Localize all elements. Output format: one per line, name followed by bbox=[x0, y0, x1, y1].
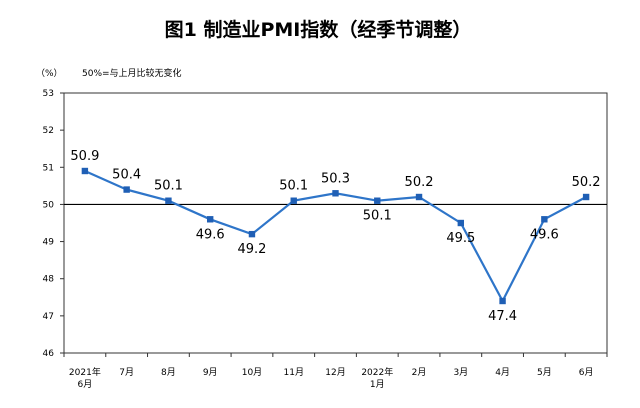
x-tick-label: 2021年 bbox=[69, 366, 101, 378]
x-tick-label: 9月 bbox=[203, 367, 218, 378]
x-tick-label: 6月 bbox=[579, 367, 594, 378]
data-point-marker bbox=[415, 193, 423, 201]
data-label: 50.3 bbox=[321, 171, 350, 186]
data-label: 50.1 bbox=[279, 179, 308, 194]
x-tick-label: 11月 bbox=[284, 367, 304, 378]
y-axis: 46 47 48 49 50 51 52 53 bbox=[43, 89, 64, 359]
data-point-marker bbox=[541, 216, 548, 223]
chart-title: 图1 制造业PMI指数（经季节调整） bbox=[165, 18, 472, 41]
y-tick-label: 53 bbox=[43, 89, 54, 99]
data-label: 50.1 bbox=[363, 209, 392, 224]
x-tick-label: 1月 bbox=[370, 379, 385, 390]
x-tick-label: 4月 bbox=[495, 367, 510, 378]
data-label: 49.6 bbox=[530, 227, 559, 242]
y-tick-label: 49 bbox=[43, 238, 55, 248]
y-tick-label: 50 bbox=[43, 200, 55, 210]
data-point-marker bbox=[290, 197, 297, 204]
data-point-marker bbox=[81, 167, 89, 175]
data-point-marker bbox=[457, 219, 465, 227]
data-label: 50.1 bbox=[154, 179, 183, 194]
x-tick-label: 10月 bbox=[242, 367, 262, 378]
x-tick-label: 8月 bbox=[161, 367, 176, 378]
data-label: 50.9 bbox=[70, 149, 99, 164]
y-tick-label: 52 bbox=[43, 126, 54, 136]
data-point-marker bbox=[499, 297, 506, 305]
data-point-marker bbox=[165, 197, 172, 204]
data-label: 50.4 bbox=[112, 168, 141, 183]
data-point-marker bbox=[206, 216, 214, 223]
data-label: 50.2 bbox=[405, 175, 434, 190]
plot-frame bbox=[63, 92, 608, 354]
x-tick-label: 2月 bbox=[412, 367, 427, 378]
y-tick-label: 51 bbox=[43, 163, 54, 173]
x-tick-label: 2022年 bbox=[361, 366, 393, 378]
data-labels: 50.9 50.4 50.1 49.6 49.2 50.1 50.3 50.1 50.2 49.5… bbox=[70, 149, 600, 324]
x-tick-label: 5月 bbox=[537, 367, 552, 378]
reference-note: 50%=与上月比较无变化 bbox=[82, 67, 182, 79]
x-tick-label: 7月 bbox=[119, 367, 134, 378]
x-tick-label: 6月 bbox=[78, 379, 93, 390]
data-point-marker bbox=[123, 186, 130, 193]
data-label: 49.6 bbox=[196, 227, 225, 242]
y-tick-label: 47 bbox=[43, 312, 54, 322]
x-tick-label: 12月 bbox=[325, 367, 345, 378]
y-tick-label: 46 bbox=[43, 349, 55, 359]
data-point-marker bbox=[374, 197, 381, 204]
data-label: 47.4 bbox=[488, 309, 517, 324]
data-label: 49.2 bbox=[237, 242, 266, 257]
data-point-marker bbox=[332, 190, 339, 197]
y-tick-label: 48 bbox=[43, 275, 55, 285]
x-tick-label: 3月 bbox=[453, 367, 468, 378]
unit-label: （%） bbox=[36, 68, 63, 79]
markers bbox=[81, 167, 590, 305]
data-point-marker bbox=[582, 193, 590, 201]
data-label: 49.5 bbox=[446, 231, 475, 246]
data-point-marker bbox=[248, 230, 256, 238]
data-label: 50.2 bbox=[572, 175, 601, 190]
